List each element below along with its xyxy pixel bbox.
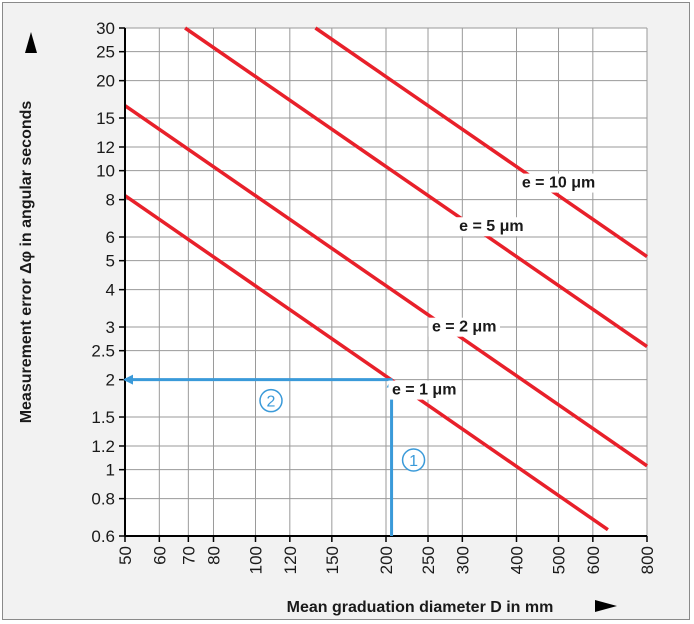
y-tick-label: 0.8	[91, 490, 115, 509]
y-tick-label: 2.5	[91, 342, 115, 361]
x-tick-label: 60	[150, 546, 169, 565]
curve-label-e-5um: e = 5 μm	[459, 218, 524, 235]
curves	[124, 26, 648, 532]
x-tick-label: 70	[179, 546, 198, 565]
x-tick-label: 250	[419, 546, 438, 574]
y-axis-title: Measurement error Δφ in angular seconds	[18, 101, 35, 424]
x-tick-label: 120	[281, 546, 300, 574]
y-tick-label: 5	[106, 252, 115, 271]
axis-titles: Mean graduation diameter D in mm Measurem…	[18, 32, 617, 616]
annotations: 12	[123, 374, 426, 536]
curve-e-10um	[314, 26, 648, 259]
y-tick-label: 1	[106, 461, 115, 480]
curve-label-bg	[518, 173, 599, 193]
x-tick-label: 150	[323, 546, 342, 574]
y-axis-arrow-icon	[25, 32, 37, 53]
x-tick-label: 50	[116, 546, 135, 565]
curve-e-2um	[124, 104, 648, 468]
x-tick-label: 100	[247, 546, 266, 574]
marker-number-1: 1	[409, 453, 418, 470]
y-tick-label: 20	[96, 72, 115, 91]
curve-labels: e = 1 μm e = 2 μm e = 5 μm e = 10 μm	[388, 173, 599, 400]
y-tick-label: 10	[96, 162, 115, 181]
curve-label-e-2um: e = 2 μm	[432, 319, 497, 336]
y-tick-label: 0.6	[91, 527, 115, 546]
x-tick-label: 400	[508, 546, 527, 574]
y-tick-label: 1.5	[91, 408, 115, 427]
marker-number-2: 2	[267, 394, 276, 411]
axes	[119, 27, 648, 542]
marker-circle-1	[401, 448, 426, 472]
x-tick-label: 200	[377, 546, 396, 574]
y-tick-label: 3	[106, 318, 115, 337]
x-tick-label: 800	[638, 546, 657, 574]
y-tick-label: 4	[106, 281, 115, 300]
marker-circle-2	[259, 388, 283, 413]
y-tick-label: 2	[106, 371, 115, 390]
curve-label-e-1um: e = 1 μm	[392, 382, 457, 399]
x-tick-label: 600	[584, 546, 603, 574]
y-tick-label: 15	[96, 109, 115, 128]
curve-label-bg	[455, 217, 528, 237]
y-tick-label: 6	[106, 228, 115, 247]
grid	[124, 27, 648, 537]
y-tick-label: 8	[106, 191, 115, 210]
curve-e-5um	[184, 26, 648, 349]
curve-label-e-10um: e = 10 μm	[522, 175, 595, 192]
curve-label-bg	[428, 317, 501, 337]
x-tick-label: 500	[550, 546, 569, 574]
y-tick-label: 30	[96, 19, 115, 38]
x-tick-label: 80	[204, 546, 223, 565]
x-axis-arrow-icon	[595, 600, 617, 612]
curve-e-1um	[124, 194, 609, 532]
curve-label-bg	[388, 380, 461, 400]
y-tick-label: 1.2	[91, 437, 115, 456]
x-tick-label: 300	[453, 546, 472, 574]
x-axis-title: Mean graduation diameter D in mm	[287, 599, 554, 616]
y-tick-label: 12	[96, 138, 115, 157]
y-tick-label: 25	[96, 43, 115, 62]
